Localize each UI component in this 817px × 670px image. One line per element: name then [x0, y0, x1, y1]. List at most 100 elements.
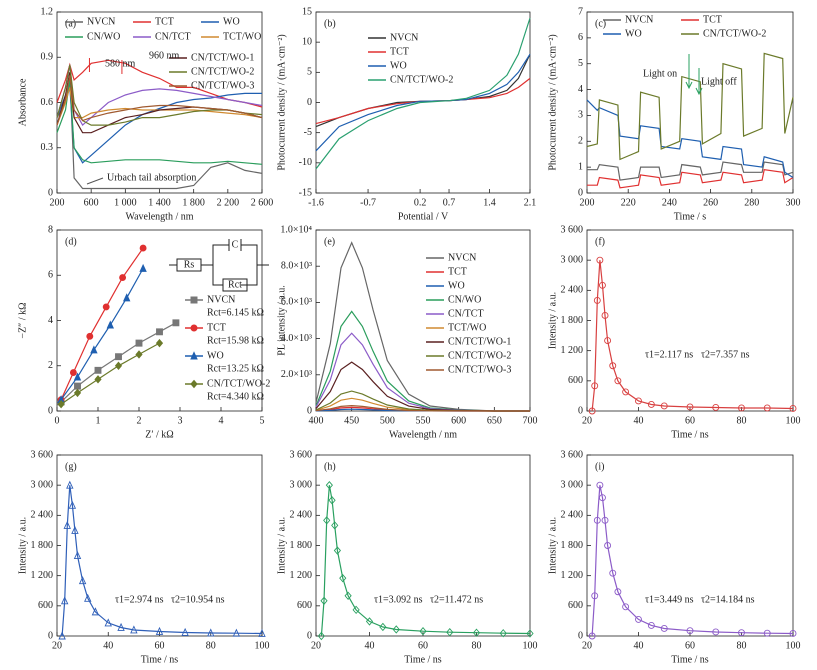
y-tick-label: 0	[307, 97, 312, 108]
data-point	[601, 312, 609, 319]
data-point	[601, 516, 609, 524]
annotation: Light off	[701, 76, 737, 87]
legend-label: CN/TCT/WO-2	[191, 66, 254, 77]
y-tick-label: 1.2	[41, 6, 54, 17]
x-tick-label: 5	[260, 415, 265, 426]
x-tick-label: 1 800	[182, 197, 205, 208]
data-point	[172, 319, 180, 327]
x-axis-label: Wavelength / nm	[125, 211, 193, 222]
data-point	[57, 400, 65, 409]
data-point	[738, 629, 745, 637]
y-axis-label: −Z″ / kΩ	[17, 302, 28, 338]
y-axis-label: Photocurrent density / (mA·cm⁻²)	[276, 34, 287, 170]
plot-area	[56, 59, 263, 190]
data-point	[789, 405, 797, 412]
y-tick-label: 1 800	[290, 540, 313, 551]
y-tick-label: 4	[48, 315, 53, 326]
y-tick-label: 0	[48, 405, 53, 416]
legend-label: TCT	[207, 322, 226, 333]
legend-label: CN/TCT	[155, 31, 191, 42]
plot-area	[588, 256, 797, 415]
legend-label: TCT	[448, 266, 467, 277]
legend-label: CN/TCT/WO-3	[191, 80, 254, 91]
data-point	[635, 397, 642, 405]
plot-area	[315, 17, 531, 170]
data-point	[593, 297, 601, 304]
y-tick-label: 3	[578, 110, 583, 121]
legend-label: CN/WO	[448, 294, 481, 305]
y-tick-label: 2	[48, 360, 53, 371]
y-tick-label: 1	[578, 161, 583, 172]
y-tick-label: 1 200	[290, 570, 313, 581]
circuit-label: Rs	[184, 259, 195, 270]
data-point	[789, 630, 797, 637]
legend-label: NVCN	[448, 252, 476, 263]
arrow	[695, 68, 703, 96]
y-tick-label: 3 000	[290, 479, 313, 490]
x-tick-label: 1	[96, 415, 101, 426]
series-line	[315, 53, 531, 128]
x-tick-label: 2 200	[217, 197, 240, 208]
data-point	[339, 573, 347, 583]
plot-frame	[586, 454, 794, 637]
x-tick-label: 280	[744, 197, 759, 208]
series-line	[315, 17, 531, 170]
data-point	[763, 404, 771, 412]
circuit-resistor	[222, 278, 248, 292]
y-tick-label: 4	[578, 84, 583, 95]
data-point	[446, 628, 454, 637]
x-tick-label: 40	[365, 640, 375, 651]
panel-label: (g)	[65, 461, 77, 472]
series-line	[61, 485, 263, 637]
y-tick-label: 2 400	[561, 285, 584, 296]
x-tick-label: 300	[786, 197, 801, 208]
data-point	[104, 618, 112, 627]
data-point	[593, 516, 601, 524]
data-point	[588, 632, 596, 640]
y-tick-label: 600	[297, 600, 312, 611]
x-axis-label: Time / ns	[141, 654, 179, 665]
data-point	[344, 591, 352, 600]
x-tick-label: 0.7	[443, 197, 456, 208]
data-point	[328, 496, 336, 505]
data-point	[712, 404, 720, 411]
arrow	[86, 177, 104, 185]
data-point	[73, 388, 82, 398]
legend-label: WO	[223, 16, 240, 27]
y-tick-label: 0	[578, 405, 583, 416]
y-axis-label: PL intensity / a.u.	[276, 285, 287, 355]
data-point	[596, 481, 604, 489]
x-tick-label: 1.4	[483, 197, 496, 208]
data-point	[323, 516, 331, 525]
y-tick-label: 1 200	[561, 570, 584, 581]
y-tick-label: 1 800	[561, 315, 584, 326]
annotation: τ2=14.184 ns	[701, 594, 755, 605]
y-axis-label: Photocurrent density / (mA·cm⁻²)	[547, 34, 558, 170]
x-tick-label: 80	[737, 415, 747, 426]
x-tick-label: 600	[84, 197, 99, 208]
y-tick-label: -15	[299, 187, 312, 198]
arrow	[685, 54, 693, 90]
y-axis-label: Intensity / a.u.	[276, 517, 287, 574]
x-tick-label: 20	[311, 640, 321, 651]
data-point	[135, 350, 143, 359]
x-tick-label: -1.6	[308, 197, 324, 208]
circuit-label: C	[232, 239, 239, 250]
panel-label: (e)	[324, 236, 335, 247]
data-point	[686, 403, 694, 411]
series-line	[591, 260, 794, 412]
x-axis-label: Potential / V	[398, 211, 449, 222]
data-point	[635, 616, 642, 623]
x-tick-label: 2	[137, 415, 142, 426]
x-tick-label: 2 600	[251, 197, 274, 208]
x-axis-label: Time / ns	[404, 654, 442, 665]
y-tick-label: 8	[48, 224, 53, 235]
legend-label: WO	[625, 28, 642, 39]
data-point	[207, 628, 215, 637]
data-point	[379, 622, 387, 632]
y-tick-label: 0	[578, 630, 583, 641]
data-point	[591, 382, 599, 390]
y-axis-label: Intensity / a.u.	[17, 517, 28, 574]
legend-label: NVCN	[390, 32, 418, 43]
